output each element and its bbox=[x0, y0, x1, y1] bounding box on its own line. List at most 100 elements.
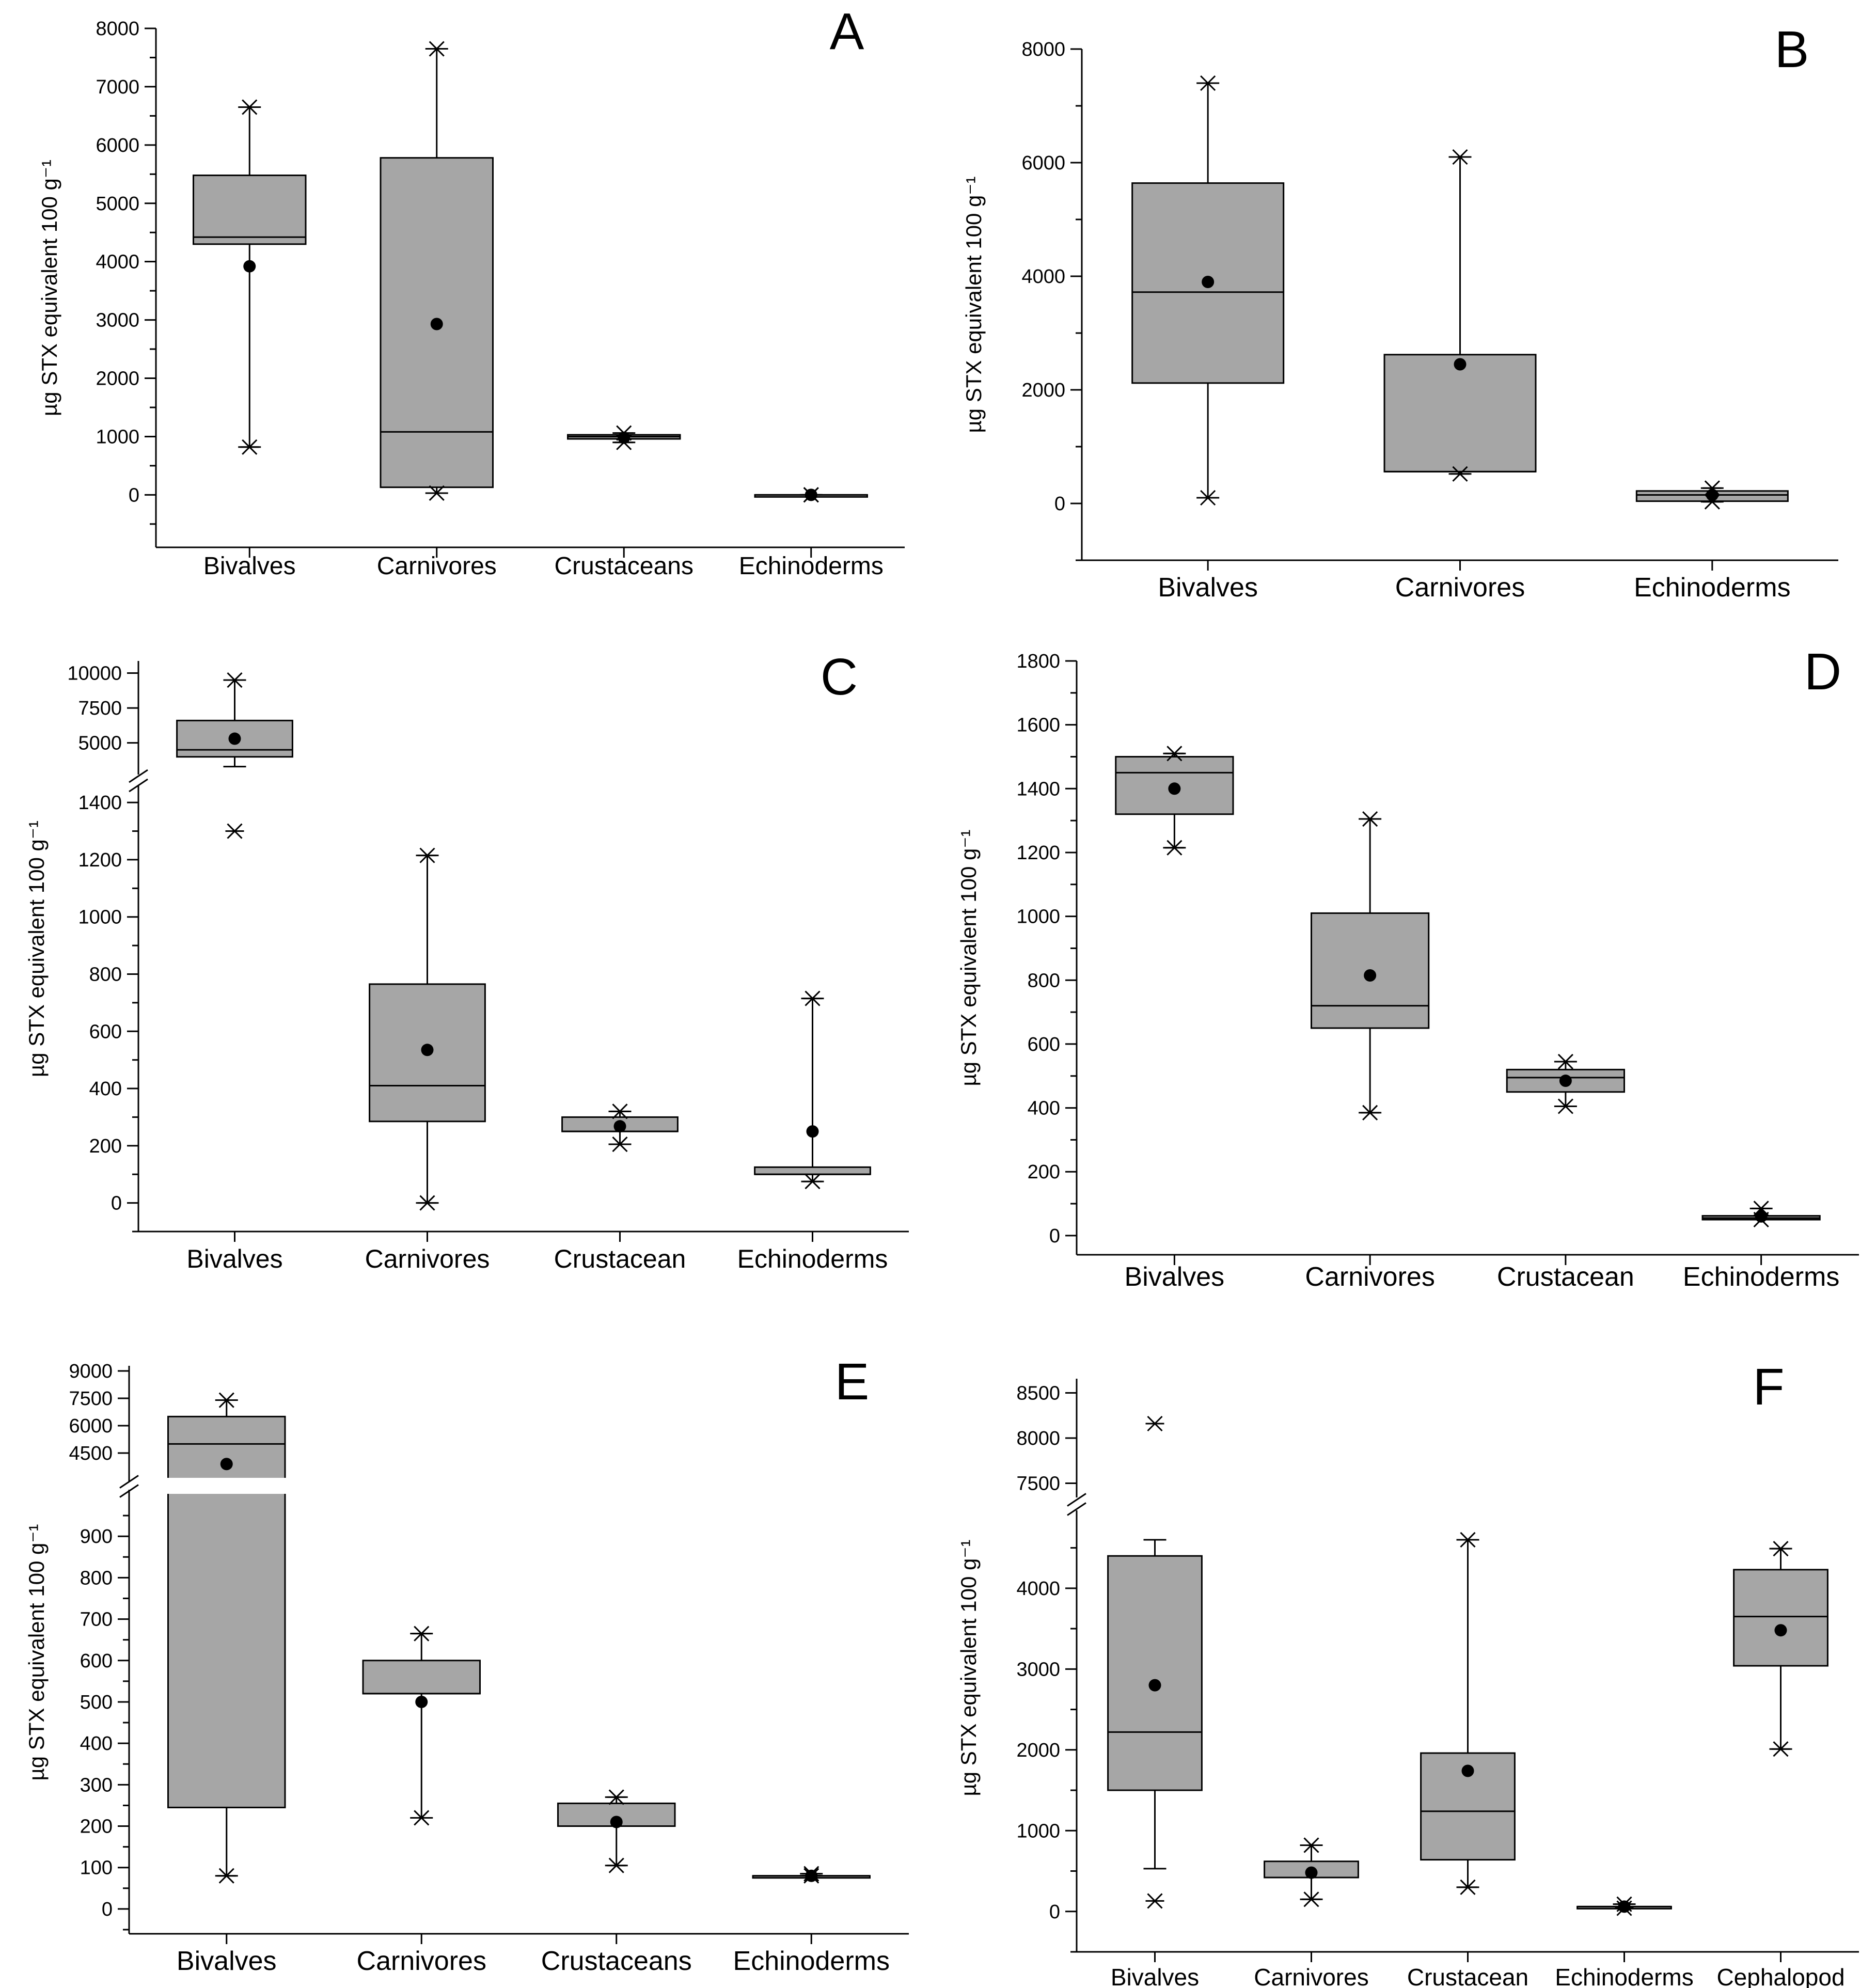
axis-break-gap bbox=[166, 1478, 287, 1494]
mean-marker bbox=[415, 1695, 428, 1708]
x-category-label: Carnivores bbox=[377, 553, 497, 580]
mean-marker bbox=[1454, 358, 1467, 371]
y-tick-label: 0 bbox=[1049, 1225, 1060, 1247]
y-axis-title: µg STX equivalent 100 g⁻¹ bbox=[956, 830, 981, 1086]
max-marker bbox=[1451, 149, 1470, 165]
x-category-label: Bivalves bbox=[1158, 573, 1258, 603]
y-tick-label: 0 bbox=[111, 1193, 122, 1214]
y-tick-label: 0 bbox=[102, 1899, 113, 1920]
min-marker bbox=[607, 1857, 626, 1873]
y-tick-label: 4500 bbox=[69, 1443, 113, 1464]
panel-label: D bbox=[1804, 643, 1841, 701]
x-category-label: Echinoderms bbox=[1555, 1964, 1693, 1988]
y-tick-label: 600 bbox=[1028, 1034, 1060, 1055]
panel-f: 0 1000 2000 3000 4000 7500 8000 8500 Bivalves Car… bbox=[956, 1358, 1859, 1988]
mean-marker bbox=[228, 732, 241, 745]
x-category-label: Carnivores bbox=[1254, 1964, 1368, 1988]
y-tick-label: 1400 bbox=[1016, 778, 1060, 800]
panel-label: F bbox=[1753, 1358, 1784, 1416]
x-category-label: Crustaceans bbox=[541, 1946, 692, 1976]
y-tick-label: 400 bbox=[1028, 1098, 1060, 1119]
y-tick-label: 10000 bbox=[67, 663, 122, 685]
y-tick-label: 1200 bbox=[1016, 842, 1060, 864]
y-tick-label: 600 bbox=[80, 1650, 113, 1672]
min-marker bbox=[1556, 1098, 1575, 1114]
y-tick-label: 200 bbox=[1028, 1161, 1060, 1183]
min-marker bbox=[803, 1174, 822, 1190]
min-marker bbox=[1302, 1891, 1321, 1907]
y-tick-label: 800 bbox=[1028, 970, 1060, 991]
y-tick-label: 400 bbox=[89, 1078, 122, 1100]
box-iqr bbox=[167, 1415, 286, 1808]
y-tick-label: 3000 bbox=[1016, 1659, 1060, 1680]
axis-break-mark bbox=[1067, 1502, 1086, 1516]
y-tick-label: 7500 bbox=[69, 1388, 113, 1410]
y-tick-label: 400 bbox=[80, 1733, 113, 1755]
x-category-label: Crustacean bbox=[554, 1244, 686, 1273]
mean-marker bbox=[1202, 276, 1215, 288]
y-tick-label: 1600 bbox=[1016, 715, 1060, 736]
max-marker bbox=[803, 990, 822, 1006]
y-tick-label: 8000 bbox=[1016, 1428, 1060, 1449]
y-axis-title: µg STX equivalent 100 g⁻¹ bbox=[37, 160, 61, 416]
axis-break-mark bbox=[129, 769, 148, 783]
panel-label: B bbox=[1775, 21, 1809, 78]
x-category-label: Bivalves bbox=[1125, 1262, 1225, 1292]
max-marker bbox=[1771, 1541, 1790, 1557]
max-marker bbox=[1458, 1532, 1477, 1548]
x-category-label: Crustacean bbox=[1497, 1262, 1634, 1292]
x-category-label: Echinoderms bbox=[739, 553, 884, 580]
y-tick-label: 700 bbox=[80, 1609, 113, 1631]
x-category-label: Bivalves bbox=[203, 553, 296, 580]
min-marker bbox=[1165, 840, 1184, 856]
mean-marker bbox=[1559, 1075, 1572, 1087]
min-marker bbox=[610, 1137, 629, 1153]
y-tick-label: 800 bbox=[89, 964, 122, 985]
y-tick-label: 900 bbox=[80, 1526, 113, 1548]
y-tick-label: 5000 bbox=[96, 193, 139, 215]
y-tick-label: 4000 bbox=[1016, 1578, 1060, 1600]
max-marker bbox=[225, 672, 244, 688]
y-tick-label: 6000 bbox=[1021, 152, 1065, 174]
mean-marker bbox=[1148, 1679, 1161, 1692]
mean-marker bbox=[220, 1458, 233, 1471]
y-axis-title: µg STX equivalent 100 g⁻¹ bbox=[956, 1540, 981, 1796]
y-tick-label: 1000 bbox=[1016, 1820, 1060, 1842]
mean-marker bbox=[421, 1044, 434, 1056]
y-tick-label: 2000 bbox=[96, 368, 139, 390]
x-category-label: Cephalopod bbox=[1716, 1964, 1845, 1988]
x-category-label: Echinoderms bbox=[737, 1244, 888, 1273]
y-tick-label: 8000 bbox=[1021, 39, 1065, 60]
box-iqr bbox=[362, 1660, 481, 1695]
y-tick-label: 4000 bbox=[1021, 266, 1065, 288]
y-tick-label: 200 bbox=[89, 1135, 122, 1157]
mean-marker bbox=[805, 1869, 818, 1882]
y-axis-title: µg STX equivalent 100 g⁻¹ bbox=[24, 1524, 49, 1781]
y-tick-label: 0 bbox=[1054, 493, 1065, 515]
y-tick-label: 1000 bbox=[1016, 906, 1060, 928]
y-tick-label: 3000 bbox=[96, 310, 139, 332]
panel-label: C bbox=[821, 648, 858, 706]
min-marker bbox=[1145, 1893, 1164, 1909]
y-tick-label: 2000 bbox=[1021, 380, 1065, 401]
max-marker bbox=[1145, 1415, 1164, 1432]
panel-b: 0 2000 4000 6000 8000 Bivalves Carnivores Echin… bbox=[961, 21, 1838, 603]
panel-label: E bbox=[835, 1353, 870, 1411]
mean-marker bbox=[1461, 1764, 1474, 1777]
max-marker bbox=[610, 1103, 629, 1119]
x-category-label: Echinoderms bbox=[1634, 573, 1790, 603]
panel-c: 0 200 400 600 800 1000 1200 1400 5000 7500 10000 Bi… bbox=[24, 648, 909, 1273]
mean-marker bbox=[1364, 969, 1377, 982]
x-category-label: Carnivores bbox=[1395, 573, 1525, 603]
min-marker bbox=[1361, 1105, 1380, 1121]
y-tick-label: 1800 bbox=[1016, 651, 1060, 672]
max-marker bbox=[1361, 811, 1380, 827]
mean-marker bbox=[613, 1120, 626, 1133]
box-iqr bbox=[1733, 1569, 1828, 1667]
y-tick-label: 600 bbox=[89, 1021, 122, 1043]
axis-break-mark bbox=[1067, 1493, 1086, 1507]
max-marker bbox=[427, 41, 446, 57]
min-marker bbox=[418, 1195, 437, 1211]
mean-marker bbox=[1755, 1210, 1768, 1223]
mean-marker bbox=[1305, 1866, 1318, 1879]
